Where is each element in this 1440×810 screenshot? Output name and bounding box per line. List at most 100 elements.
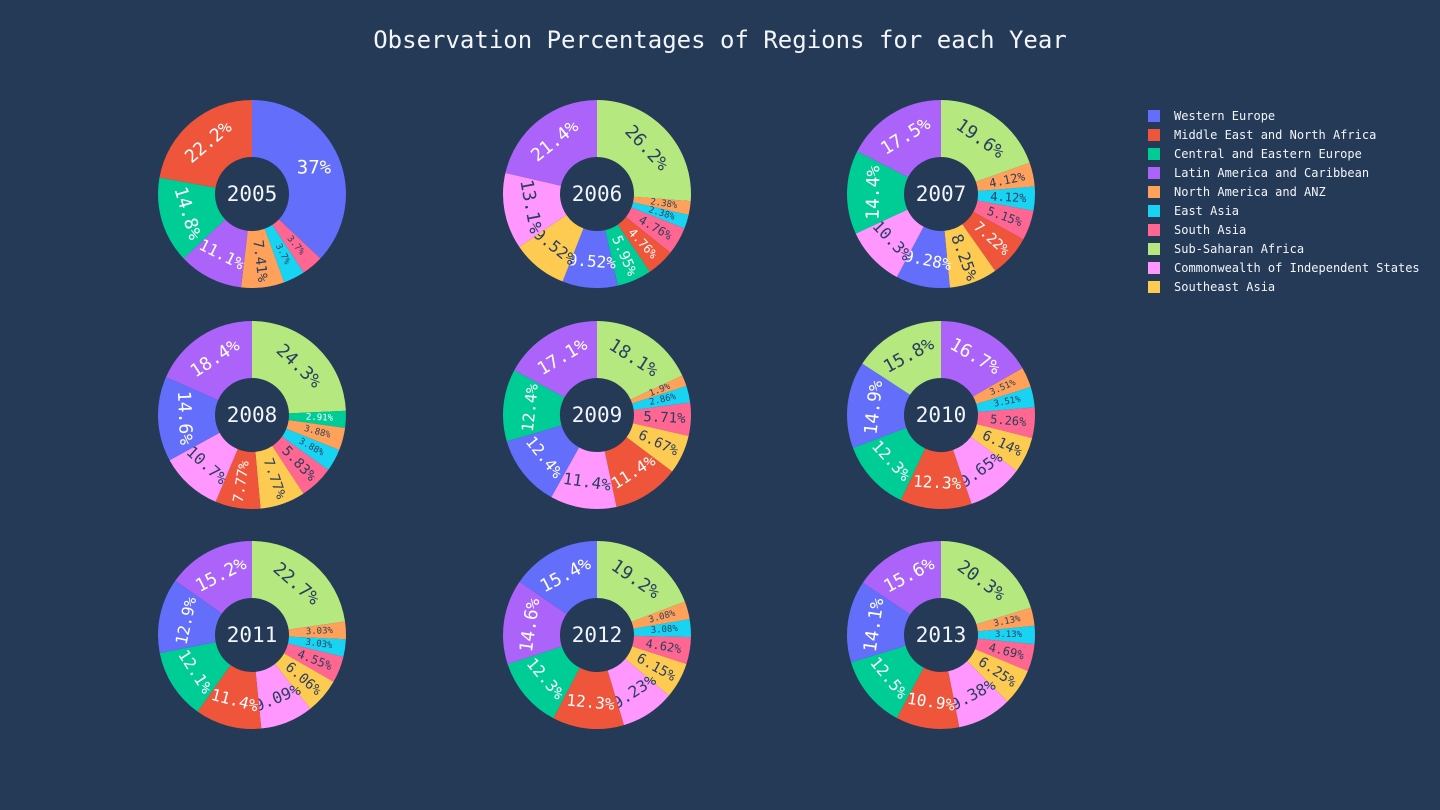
- pie-slice[interactable]: [286, 420, 346, 451]
- pie-slice[interactable]: [633, 619, 692, 638]
- pie-slice[interactable]: [553, 667, 624, 729]
- pie-slice[interactable]: [617, 217, 671, 272]
- pie-slice[interactable]: [281, 428, 340, 471]
- pie-slice[interactable]: [626, 423, 689, 472]
- pie-slice[interactable]: [975, 638, 1035, 672]
- pie-slice[interactable]: [941, 321, 1023, 397]
- pie-slice[interactable]: [215, 449, 261, 510]
- pie-slice[interactable]: [976, 407, 1035, 439]
- pie-slice[interactable]: [631, 202, 689, 229]
- pie-slice[interactable]: [197, 665, 262, 730]
- pie-slice[interactable]: [503, 370, 565, 442]
- legend-item[interactable]: Western Europe: [1148, 106, 1420, 125]
- legend-item[interactable]: East Asia: [1148, 201, 1420, 220]
- pie-slice[interactable]: [287, 636, 346, 657]
- legend-item[interactable]: Central and Eastern Europe: [1148, 144, 1420, 163]
- pie-slice[interactable]: [597, 320, 683, 400]
- pie-slice[interactable]: [862, 321, 941, 395]
- legend-item[interactable]: South Asia: [1148, 220, 1420, 239]
- pie-slice[interactable]: [953, 436, 1017, 504]
- pie-slice[interactable]: [941, 541, 1031, 625]
- pie-slice[interactable]: [846, 582, 911, 663]
- pie-slice[interactable]: [857, 100, 941, 178]
- pie-slice[interactable]: [631, 601, 690, 629]
- pie-slice[interactable]: [272, 436, 329, 494]
- pie-slice[interactable]: [977, 625, 1035, 645]
- pie-slice[interactable]: [507, 646, 580, 719]
- pie-slice[interactable]: [977, 186, 1035, 211]
- pie-slice[interactable]: [264, 224, 304, 283]
- legend-item[interactable]: Middle East and North Africa: [1148, 125, 1420, 144]
- pie-slice[interactable]: [976, 607, 1035, 632]
- pie-slice[interactable]: [252, 321, 346, 414]
- pie-slice[interactable]: [941, 100, 1030, 182]
- pie-slice[interactable]: [274, 653, 334, 709]
- pie-slice[interactable]: [159, 642, 231, 712]
- pie-slice[interactable]: [284, 643, 344, 682]
- pie-slice[interactable]: [505, 100, 597, 186]
- pie-slice[interactable]: [851, 645, 924, 718]
- pie-slice[interactable]: [973, 200, 1034, 240]
- pie-slice[interactable]: [896, 226, 950, 288]
- pie-slice[interactable]: [255, 664, 311, 729]
- pie-slice[interactable]: [633, 196, 691, 216]
- pie-slice[interactable]: [630, 375, 687, 404]
- legend-item[interactable]: Sub-Saharan Africa: [1148, 239, 1420, 258]
- pie-slice[interactable]: [852, 427, 926, 500]
- pie-slice[interactable]: [506, 425, 580, 498]
- pie-slice[interactable]: [252, 541, 346, 630]
- pie-slice[interactable]: [607, 658, 669, 726]
- pie-slice[interactable]: [175, 541, 252, 614]
- pie-slice[interactable]: [970, 424, 1033, 471]
- pie-slice[interactable]: [976, 387, 1035, 412]
- pie-slice[interactable]: [604, 437, 673, 507]
- pie-slice[interactable]: [896, 667, 960, 729]
- legend-label: Commonwealth of Independent States: [1174, 260, 1420, 275]
- pie-slice[interactable]: [169, 432, 238, 502]
- pie-slice[interactable]: [632, 635, 691, 665]
- pie-slice[interactable]: [255, 445, 304, 509]
- slice-label: 5.26%: [990, 412, 1028, 429]
- pie-slice[interactable]: [944, 224, 996, 288]
- pie-slice[interactable]: [159, 100, 252, 188]
- pie-slice[interactable]: [158, 377, 220, 461]
- legend-item[interactable]: Commonwealth of Independent States: [1148, 258, 1420, 277]
- pie-slice[interactable]: [165, 321, 252, 401]
- pie-slice[interactable]: [503, 172, 567, 247]
- pie-slice[interactable]: [862, 541, 941, 615]
- pie-slice[interactable]: [962, 211, 1024, 271]
- pie-slice[interactable]: [158, 177, 226, 259]
- pie-slice[interactable]: [597, 100, 692, 202]
- pie-slice[interactable]: [519, 214, 584, 282]
- pie-slice[interactable]: [632, 386, 691, 411]
- pie-slice[interactable]: [625, 207, 685, 253]
- pie-slice[interactable]: [973, 368, 1031, 405]
- pie-slice[interactable]: [562, 228, 618, 288]
- pie-slice[interactable]: [633, 402, 691, 437]
- pie-slice[interactable]: [519, 541, 597, 615]
- pie-slice[interactable]: [288, 621, 346, 640]
- pie-slice[interactable]: [597, 541, 685, 622]
- pie-slice[interactable]: [514, 321, 597, 398]
- legend-item[interactable]: Southeast Asia: [1148, 277, 1420, 296]
- pie-slice[interactable]: [158, 580, 222, 654]
- pie-slice[interactable]: [288, 410, 346, 428]
- pie-slice[interactable]: [551, 447, 617, 509]
- pie-slice[interactable]: [272, 219, 321, 273]
- pie-chart-2008: 24.3%2.91%3.88%3.88%5.83%7.77%7.77%10.7%…: [158, 321, 346, 510]
- pie-slice[interactable]: [605, 224, 650, 286]
- pie-slice[interactable]: [846, 363, 911, 448]
- pie-slice[interactable]: [847, 151, 909, 234]
- pie-slice[interactable]: [625, 646, 687, 696]
- pie-slice[interactable]: [855, 209, 924, 278]
- pie-slice[interactable]: [975, 162, 1035, 192]
- pie-slice[interactable]: [503, 581, 567, 665]
- pie-slice[interactable]: [183, 219, 248, 288]
- legend-item[interactable]: Latin America and Caribbean: [1148, 163, 1420, 182]
- pie-slice[interactable]: [967, 649, 1028, 702]
- pie-slice[interactable]: [252, 100, 346, 259]
- pie-slice[interactable]: [948, 661, 1008, 728]
- pie-slice[interactable]: [241, 228, 285, 288]
- legend-item[interactable]: North America and ANZ: [1148, 182, 1420, 201]
- pie-slice[interactable]: [900, 448, 972, 510]
